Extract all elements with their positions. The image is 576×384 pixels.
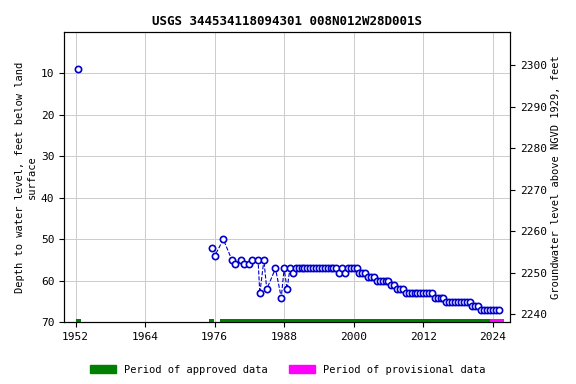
Y-axis label: Depth to water level, feet below land
surface: Depth to water level, feet below land su… <box>15 61 37 293</box>
Legend: Period of approved data, Period of provisional data: Period of approved data, Period of provi… <box>86 361 490 379</box>
Title: USGS 344534118094301 008N012W28D001S: USGS 344534118094301 008N012W28D001S <box>152 15 422 28</box>
Bar <box>490 319 505 323</box>
Bar <box>75 319 81 323</box>
Bar <box>209 319 214 323</box>
Y-axis label: Groundwater level above NGVD 1929, feet: Groundwater level above NGVD 1929, feet <box>551 55 561 299</box>
Bar <box>221 319 490 323</box>
